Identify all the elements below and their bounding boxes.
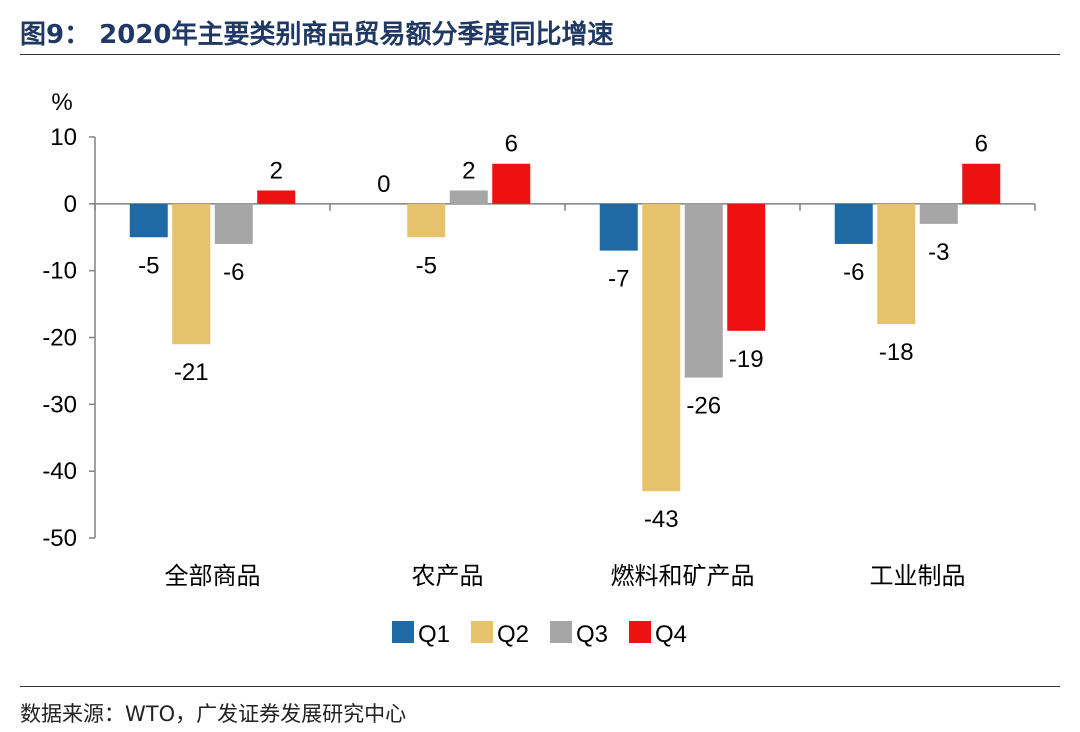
y-tick-label: -10 <box>42 258 77 285</box>
legend-label: Q1 <box>418 621 450 648</box>
data-label: -5 <box>416 252 437 279</box>
bar-q4 <box>492 163 531 204</box>
data-label: 6 <box>975 131 988 158</box>
legend-swatch-q1 <box>392 621 414 643</box>
data-label: 2 <box>270 157 283 184</box>
bar-q1 <box>129 203 168 238</box>
bar-q1 <box>834 203 873 244</box>
bar-q2 <box>172 203 211 345</box>
legend-label: Q2 <box>497 621 529 648</box>
y-tick-label: -40 <box>42 458 77 485</box>
bar-q1 <box>599 203 638 251</box>
bar-q4 <box>962 163 1001 204</box>
bar-q3 <box>214 203 253 244</box>
data-label: -26 <box>686 393 721 420</box>
y-tick-label: -20 <box>42 325 77 352</box>
bar-q3 <box>919 203 958 224</box>
data-label: 2 <box>462 157 475 184</box>
bar-q2 <box>407 203 446 238</box>
legend-label: Q4 <box>655 621 687 648</box>
data-label: -6 <box>223 259 244 286</box>
category-label: 农产品 <box>412 562 484 590</box>
bar-q3 <box>449 190 488 204</box>
y-axis-unit: % <box>51 89 72 116</box>
data-label: -19 <box>729 346 764 373</box>
bar-q4 <box>257 190 296 204</box>
bar-q3 <box>684 203 723 378</box>
legend-label: Q3 <box>576 621 608 648</box>
data-label: -3 <box>928 239 949 266</box>
legend-swatch-q4 <box>629 621 651 643</box>
data-label: -5 <box>138 252 159 279</box>
bar-q2 <box>877 203 916 325</box>
legend-swatch-q2 <box>471 621 493 643</box>
y-tick-label: -50 <box>42 525 77 552</box>
title-divider <box>20 54 1060 55</box>
legend-swatch-q3 <box>550 621 572 643</box>
data-label: -6 <box>843 259 864 286</box>
data-label: 0 <box>377 171 390 198</box>
category-label: 燃料和矿产品 <box>611 562 755 590</box>
data-label: 6 <box>505 131 518 158</box>
chart-title: 图9： 2020年主要类别商品贸易额分季度同比增速 <box>20 20 614 50</box>
data-label: -43 <box>644 506 679 533</box>
data-label: -21 <box>174 359 209 386</box>
data-label: -7 <box>608 266 629 293</box>
bar-chart: 100-10-20-30-40-50%全部商品 农产品 燃料和矿产品 工业制品 -50… <box>42 89 1036 648</box>
data-label: -18 <box>879 339 914 366</box>
bar-q4 <box>727 203 766 331</box>
y-tick-label: 0 <box>64 191 77 218</box>
source-divider <box>20 686 1060 687</box>
y-tick-label: -30 <box>42 391 77 418</box>
bar-q2 <box>642 203 681 492</box>
source-note: 数据来源：WTO，广发证券发展研究中心 <box>20 702 407 726</box>
category-label: 全部商品 <box>165 562 261 590</box>
y-tick-label: 10 <box>50 124 77 151</box>
category-label: 工业制品 <box>870 562 966 590</box>
